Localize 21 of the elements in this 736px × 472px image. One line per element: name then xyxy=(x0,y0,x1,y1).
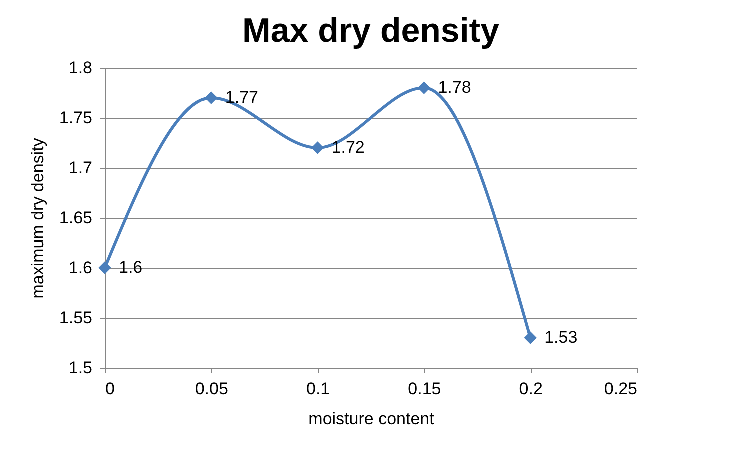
y-tick-label: 1.5 xyxy=(68,358,92,378)
x-tick-label: 0.05 xyxy=(195,380,228,398)
y-tick-label: 1.55 xyxy=(59,308,92,328)
y-tick-label: 1.7 xyxy=(68,158,92,178)
y-tick-label: 1.6 xyxy=(68,258,92,278)
x-tick-label: 0.2 xyxy=(519,380,543,398)
chart-title: Max dry density xyxy=(242,12,500,50)
x-tick-label: 0 xyxy=(106,380,115,398)
data-label: 1.6 xyxy=(119,258,143,277)
y-axis-title: maximum dry density xyxy=(28,138,48,299)
x-tick-label: 0.25 xyxy=(604,380,638,398)
data-label: 1.77 xyxy=(225,88,258,107)
x-tick-label: 0.15 xyxy=(408,380,442,398)
y-tick-label: 1.65 xyxy=(59,208,92,228)
data-label: 1.78 xyxy=(438,78,472,97)
x-tick-label: 0.1 xyxy=(306,380,330,398)
data-label: 1.72 xyxy=(332,138,365,157)
y-tick-label: 1.75 xyxy=(59,108,92,128)
data-label: 1.53 xyxy=(544,328,578,347)
x-axis-title: moisture content xyxy=(308,410,435,428)
y-tick-label: 1.8 xyxy=(68,58,92,78)
